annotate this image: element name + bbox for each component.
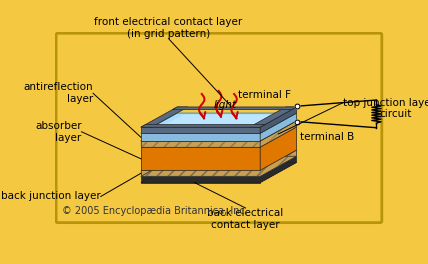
Text: light: light	[213, 100, 236, 110]
Polygon shape	[260, 150, 297, 176]
Polygon shape	[153, 115, 285, 132]
Text: front electrical contact layer
(in grid pattern): front electrical contact layer (in grid …	[95, 17, 243, 39]
Text: top junction layer: top junction layer	[343, 97, 428, 107]
Text: back electrical
contact layer: back electrical contact layer	[208, 208, 284, 230]
Polygon shape	[260, 113, 297, 141]
Text: terminal F: terminal F	[238, 90, 291, 100]
Polygon shape	[260, 121, 297, 147]
Polygon shape	[141, 170, 260, 176]
Polygon shape	[260, 156, 297, 183]
Polygon shape	[141, 113, 297, 133]
Polygon shape	[250, 107, 297, 127]
Polygon shape	[141, 162, 297, 183]
Text: terminal B: terminal B	[300, 132, 355, 142]
Polygon shape	[141, 156, 297, 176]
Text: absorber
layer: absorber layer	[35, 121, 81, 143]
Polygon shape	[141, 147, 260, 170]
Polygon shape	[141, 133, 260, 141]
Text: back junction layer: back junction layer	[1, 191, 101, 201]
Polygon shape	[141, 141, 260, 147]
Polygon shape	[141, 121, 297, 141]
Text: circuit: circuit	[380, 109, 412, 119]
Text: antireflection
layer: antireflection layer	[24, 82, 93, 104]
Polygon shape	[141, 127, 260, 133]
Text: © 2005 Encyclopædia Britannica, Inc.: © 2005 Encyclopædia Britannica, Inc.	[62, 206, 248, 216]
Polygon shape	[172, 107, 297, 110]
FancyBboxPatch shape	[56, 33, 382, 223]
Polygon shape	[141, 176, 260, 183]
Polygon shape	[260, 127, 297, 170]
Polygon shape	[141, 124, 265, 127]
Polygon shape	[141, 107, 188, 127]
Polygon shape	[260, 107, 297, 133]
